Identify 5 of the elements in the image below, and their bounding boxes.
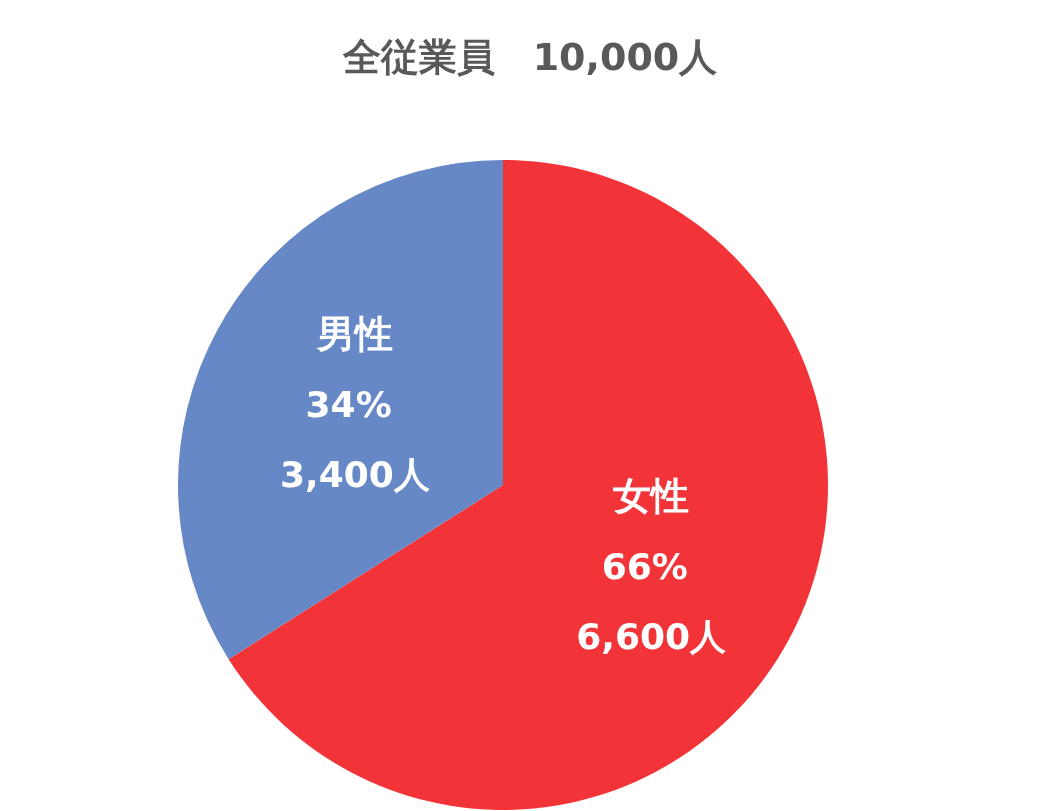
data-label: 66% 6,600人: [576, 546, 727, 658]
slice-label: 女性: [613, 474, 690, 519]
slice-label: 男性: [315, 311, 393, 356]
data-label: 34% 3,400人: [279, 383, 430, 495]
chart-title: 全従業員 10,000人: [341, 35, 718, 79]
